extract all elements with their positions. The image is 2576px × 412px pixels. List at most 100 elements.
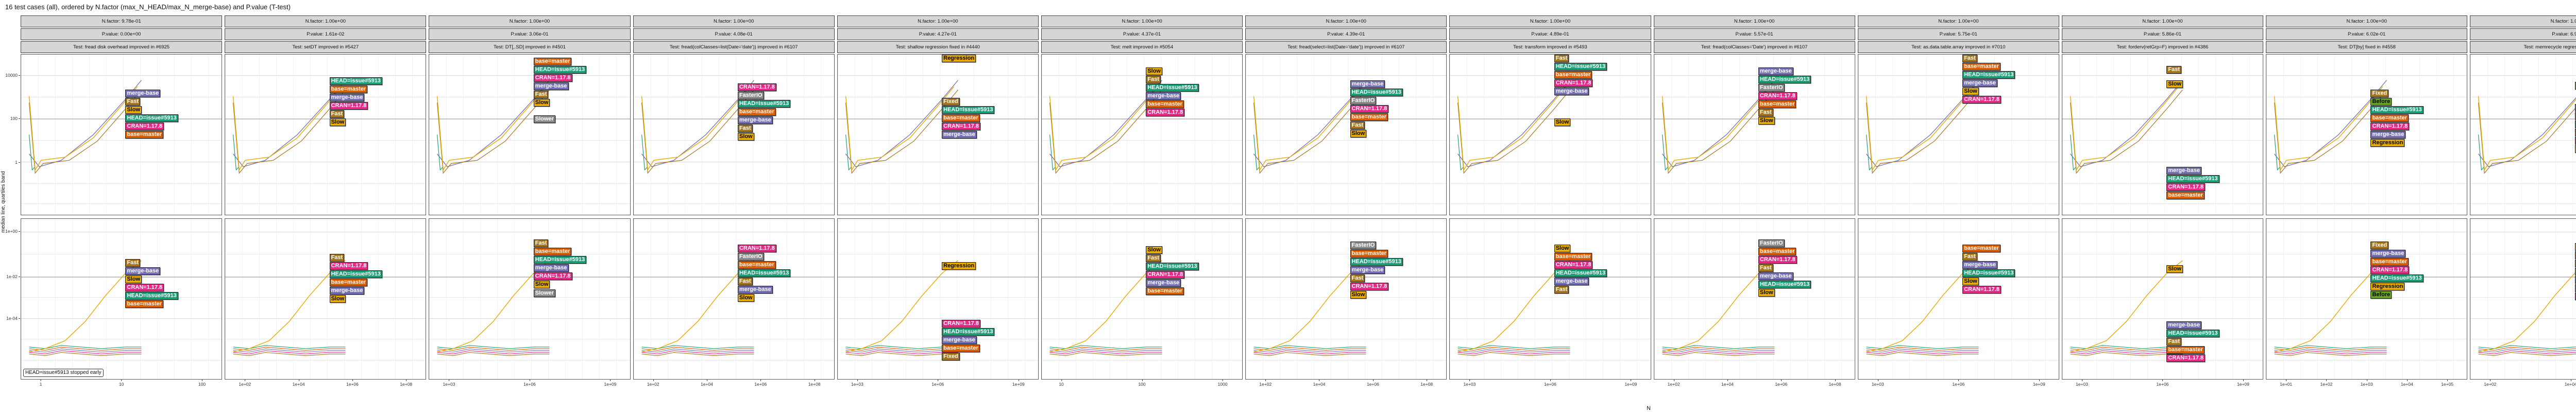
series-label-stack: base=master HEAD=issue#5913 CRAN=1.17.8 mer… (533, 58, 587, 107)
strip-pvalue: P.value: 4.27e-01 (837, 28, 1039, 40)
gridline (2062, 318, 2263, 319)
series-label-slower: Slower (533, 289, 555, 297)
facet-test-12: N.factor: 1.00e+00 P.value: 6.02e-01 Tes… (2266, 15, 2468, 388)
series-label-merge: merge-base (2574, 284, 2576, 292)
strip-test: Test: as.data.table.array improved in #7… (1857, 41, 2059, 53)
reference-gridline (1450, 118, 1651, 120)
series-label-cran: CRAN=1.17.8 (1146, 108, 1185, 116)
panel-unit-seconds: Regression CRAN=1.17.8 HEAD=issue#5913 merg… (837, 218, 1039, 380)
x-tick-label: 1e+02 (1667, 380, 1680, 387)
strip-test: Test: melt improved in #5054 (1041, 41, 1243, 53)
x-tick-label: 10 (118, 380, 124, 387)
gridline (225, 75, 426, 76)
gridline (633, 318, 834, 319)
series-label-slow: Slow (533, 281, 550, 289)
series-label-fixed: Fixed (942, 352, 960, 360)
panel-unit-kilobytes: Fast Slow merge-base HEAD=issue#5913 CRAN=1.… (2061, 54, 2264, 215)
series-label-fast: Fast (1146, 254, 1161, 262)
gridline-minor (2470, 140, 2576, 141)
x-tick-label: 1e+08 (1420, 380, 1433, 387)
series-label-stack: FasterIO base=master HEAD=issue#5913 merge-… (1350, 241, 1403, 299)
x-axis-title: N (1647, 405, 1651, 411)
x-tick-label: 1e+03 (2360, 380, 2373, 387)
strip-pvalue: P.value: 0.00e+00 (21, 28, 223, 40)
series-label-base: base=master (329, 85, 368, 93)
panel-unit-seconds: Regressionbase=masterFixedBeforeHEAD=iss… (2470, 218, 2576, 380)
series-label-base: base=master (942, 344, 980, 352)
strip-nfactor: N.factor: 1.00e+00 (225, 15, 427, 27)
series-label-head: HEAD=issue#5913 (1350, 258, 1403, 266)
x-tick-label: 1e+03 (1463, 380, 1476, 387)
series-label-cran: CRAN=1.17.8 (1350, 105, 1389, 113)
series-line (437, 349, 550, 352)
series-line (233, 347, 346, 350)
panel-unit-kilobytes: Fast base=master HEAD=issue#5913 merge-base… (1857, 54, 2059, 215)
series-label-fasterio: FasterIO (1350, 241, 1377, 249)
reference-gridline (1041, 118, 1243, 120)
gridline-minor (1450, 297, 1651, 298)
gridline-minor (1858, 203, 2059, 204)
strip-test: Test: fread(select=list(Date='date')) im… (1245, 41, 1447, 53)
x-tick-row: 1e+03 1e+06 1e+09 (1858, 380, 2059, 388)
reference-gridline (429, 276, 630, 278)
series-line (437, 352, 550, 355)
gridline (2266, 318, 2467, 319)
series-label-cran: CRAN=1.17.8 (2574, 137, 2576, 145)
x-tick-label: 1e+04 (1313, 380, 1326, 387)
strip-test: Test: fread(colClasses=list(Date='date')… (633, 41, 835, 53)
series-label-fast: Fast (533, 91, 549, 99)
lines-kilobytes (838, 55, 1038, 215)
series-label-fast: Fast (1350, 121, 1365, 129)
x-tick-label: 1 (39, 380, 42, 387)
series-line (2275, 347, 2387, 350)
series-label-base: base=master (1146, 100, 1184, 108)
series-line (2479, 90, 2576, 173)
series-label-cran: CRAN=1.17.8 (533, 74, 572, 82)
series-label-head: HEAD=issue#5913 (737, 269, 791, 277)
strip-pvalue: P.value: 5.75e-01 (1857, 28, 2059, 40)
x-tick-row: 1e+02 1e+04 1e+06 1e+08 (633, 380, 835, 388)
series-label-stack: Fast (2166, 65, 2181, 74)
series-line (1050, 347, 1162, 350)
lines-seconds (225, 219, 426, 379)
series-line (1662, 87, 1770, 170)
gridline (429, 318, 630, 319)
series-line (845, 261, 958, 352)
series-label-cran: CRAN=1.17.8 (2370, 123, 2410, 131)
series-label-cran: CRAN=1.17.8 (2166, 183, 2206, 191)
reference-gridline (225, 276, 426, 278)
series-label-base: base=master (942, 114, 980, 122)
reference-gridline (1654, 118, 1855, 120)
gridline-minor (1654, 140, 1855, 141)
series-label-fast: Fast (737, 277, 753, 285)
series-line (1050, 349, 1162, 352)
facet-test-5: N.factor: 1.00e+00 P.value: 4.27e-01 Tes… (837, 15, 1039, 388)
series-label-stack: Slow base=master CRAN=1.17.8 HEAD=issue#591… (1554, 244, 1607, 294)
series-label-fast: Fast (1758, 264, 1773, 272)
series-label-base: base=master (1350, 249, 1388, 258)
strip-nfactor: N.factor: 1.00e+00 (2061, 15, 2264, 27)
series-label-stack: Slow (1554, 118, 1571, 127)
reference-gridline (429, 118, 630, 120)
page-title: 16 test cases (all), ordered by N.factor… (5, 3, 291, 11)
series-label-cran: CRAN=1.17.8 (737, 83, 776, 91)
lines-kilobytes (1858, 55, 2059, 215)
series-line (2275, 80, 2387, 167)
series-label-head: HEAD=issue#5913 (737, 99, 791, 108)
series-label-head: HEAD=issue#5913 (329, 77, 382, 85)
series-label-slow: Slow (1962, 88, 1979, 95)
lines-seconds (2266, 219, 2467, 379)
lines-kilobytes (1246, 55, 1446, 215)
series-line (845, 80, 958, 167)
series-line (1458, 261, 1570, 352)
panel-unit-kilobytes: merge-base HEAD=issue#5913 FasterIO CRAN=1.… (1653, 54, 1855, 215)
series-label-slow: Slow (1350, 129, 1367, 138)
series-label-slow: Slow (329, 295, 346, 303)
x-tick-label: 1e+03 (1871, 380, 1884, 387)
series-label-slow: Slow (533, 99, 550, 107)
gridline (2266, 75, 2467, 76)
gridline-minor (225, 183, 426, 184)
facet-test-10: N.factor: 1.00e+00 P.value: 5.75e-01 Tes… (1857, 15, 2059, 388)
series-label-merge: merge-base (942, 130, 977, 139)
facet-test-2: N.factor: 1.00e+00 P.value: 1.61e-02 Tes… (225, 15, 427, 388)
